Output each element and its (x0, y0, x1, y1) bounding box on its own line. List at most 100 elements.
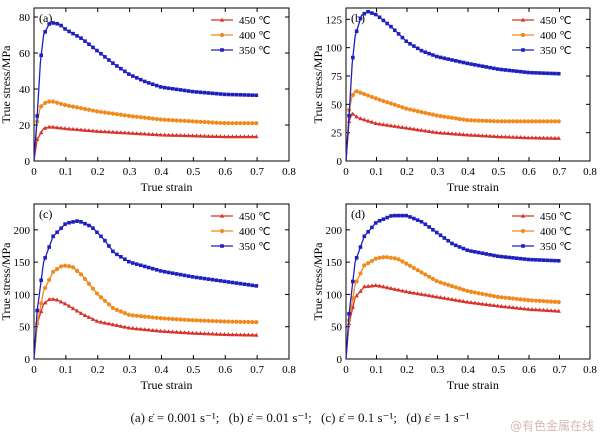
data-point (438, 295, 443, 300)
data-point (511, 69, 515, 73)
data-point (146, 265, 151, 270)
data-point (78, 310, 84, 315)
data-point (369, 94, 375, 100)
data-point (351, 55, 355, 60)
data-point (98, 109, 104, 115)
series-450 (33, 124, 259, 162)
data-point (106, 321, 112, 326)
data-point (446, 282, 451, 287)
data-point (186, 274, 191, 278)
data-point (250, 121, 255, 126)
data-point (131, 74, 135, 78)
data-point (166, 329, 171, 334)
data-point (553, 71, 557, 76)
data-point (522, 70, 527, 74)
data-point (442, 295, 447, 300)
data-point (63, 222, 67, 226)
data-point (396, 287, 401, 292)
y-tick-label: 100 (326, 289, 343, 301)
data-point (150, 315, 155, 320)
data-point (526, 119, 531, 124)
data-point (457, 286, 462, 291)
data-point (206, 318, 211, 323)
data-point (545, 119, 550, 124)
data-point (529, 135, 535, 140)
x-tick-label: 0.8 (583, 166, 597, 178)
data-point (142, 115, 147, 120)
data-point (423, 292, 428, 297)
data-point (556, 71, 561, 76)
data-point (166, 86, 171, 91)
data-point (377, 97, 382, 102)
data-point (178, 272, 183, 277)
data-point (114, 307, 119, 313)
data-point (522, 119, 527, 124)
data-point (431, 227, 435, 232)
data-point (86, 281, 92, 286)
data-point (82, 127, 88, 132)
data-point (87, 223, 91, 228)
data-point (150, 116, 155, 121)
data-point (47, 22, 51, 26)
data-point (79, 220, 83, 224)
data-point (182, 273, 187, 278)
data-point (99, 234, 103, 239)
data-point (499, 134, 504, 139)
data-point (218, 120, 223, 126)
data-point (254, 93, 259, 98)
data-point (71, 31, 75, 36)
data-point (388, 286, 394, 291)
x-tick-label: 0.3 (123, 364, 137, 376)
data-point (190, 119, 195, 124)
data-point (415, 46, 420, 51)
data-point (74, 308, 80, 313)
legend-entry: 350 ℃ (211, 241, 271, 253)
legend-label: 350 ℃ (239, 45, 271, 57)
data-point (419, 127, 424, 132)
data-point (162, 85, 167, 90)
data-point (506, 134, 512, 139)
data-point (545, 308, 550, 313)
data-point (238, 134, 243, 139)
data-point (122, 113, 127, 118)
data-point (408, 42, 412, 46)
data-point (476, 63, 481, 68)
data-point (533, 135, 539, 140)
data-point (404, 39, 409, 44)
data-point (102, 320, 108, 325)
data-point (182, 330, 187, 335)
data-point (556, 135, 561, 140)
data-point (67, 220, 71, 225)
data-point (430, 276, 436, 281)
data-point (226, 319, 231, 324)
data-point (142, 79, 147, 84)
data-point (238, 93, 243, 97)
data-point (254, 121, 259, 126)
data-point (154, 268, 159, 272)
data-point (354, 293, 359, 298)
data-point (449, 284, 455, 289)
data-point (434, 113, 439, 118)
data-point (549, 71, 553, 76)
data-point (214, 120, 219, 125)
data-point (510, 134, 516, 139)
data-point (545, 258, 550, 263)
data-point (529, 298, 535, 303)
data-point (70, 126, 76, 131)
data-point (411, 126, 417, 131)
data-point (476, 291, 481, 296)
data-point (111, 61, 115, 65)
data-point (362, 92, 367, 97)
data-point (530, 70, 534, 75)
data-point (99, 51, 103, 56)
data-point (515, 256, 519, 261)
data-point (419, 291, 424, 296)
data-point (412, 44, 416, 48)
data-point (423, 110, 428, 116)
data-point (392, 286, 397, 291)
data-point (393, 28, 397, 33)
data-point (170, 271, 175, 276)
data-point (122, 130, 128, 135)
data-point (246, 93, 251, 97)
data-point (404, 261, 409, 266)
